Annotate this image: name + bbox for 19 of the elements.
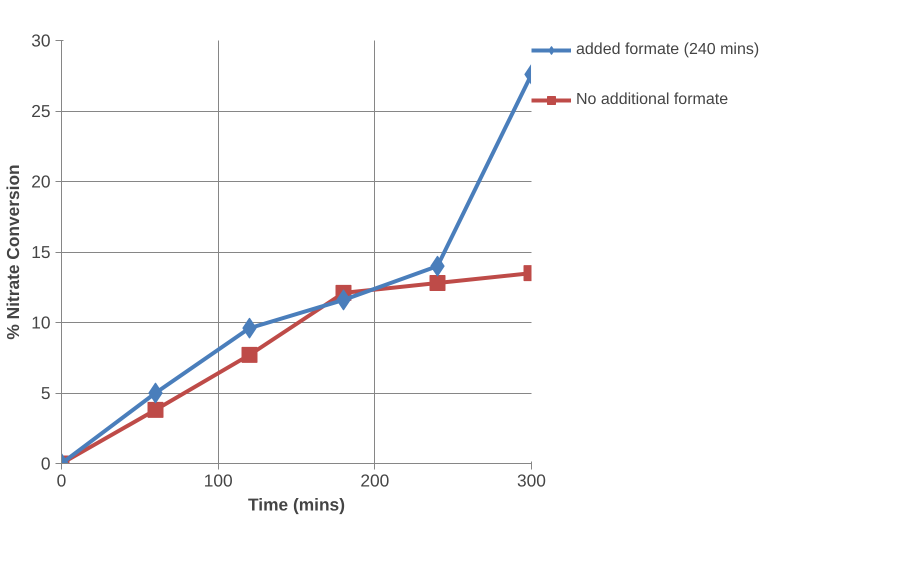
x-tick-label: 300 — [517, 470, 546, 490]
x-tick-label: 200 — [360, 470, 390, 490]
point — [242, 346, 258, 363]
point — [430, 275, 446, 292]
legend-label: added formate (240 mins) — [576, 41, 760, 59]
y-tick-label: 10 — [31, 312, 51, 332]
y-axis-title: % Nitrate Conversion — [3, 164, 24, 340]
point — [148, 382, 163, 404]
y-tick-label: 20 — [31, 172, 51, 192]
legend-label: No additional formate — [576, 91, 728, 109]
y-tick-label: 25 — [31, 101, 51, 121]
y-tick-label: 0 — [40, 454, 51, 474]
point — [148, 402, 164, 418]
x-tick-label: 100 — [204, 470, 233, 490]
x-tick-label: 0 — [56, 470, 66, 490]
x-axis-title: Time (mins) — [248, 494, 345, 514]
y-tick-label: 30 — [31, 30, 51, 50]
y-tick-label: 15 — [31, 242, 51, 262]
y-tick-label: 5 — [40, 383, 51, 403]
